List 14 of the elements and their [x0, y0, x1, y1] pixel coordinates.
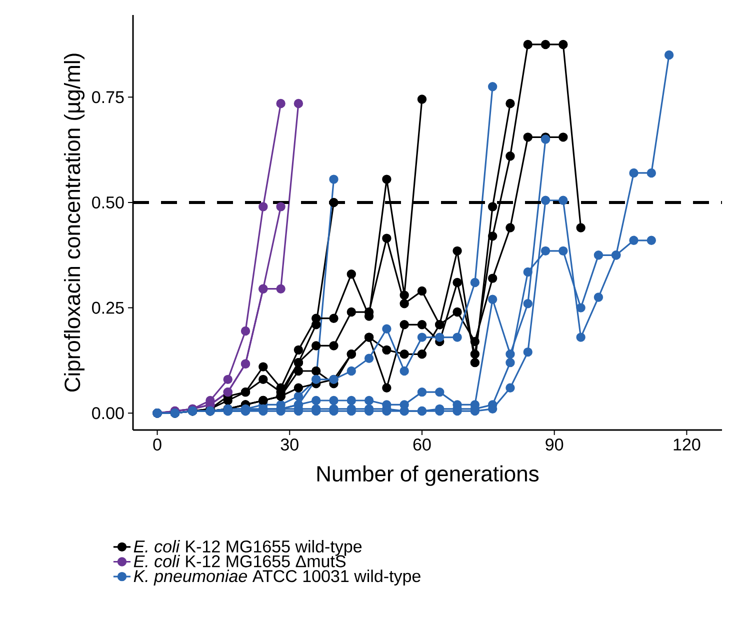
legend-label: E. coli K-12 MG1655 ΔmutS — [134, 554, 346, 568]
x-tick-label: 0 — [153, 438, 162, 451]
x-axis-title: Number of generations — [317, 465, 539, 486]
y-tick-label: 0.25 — [92, 302, 124, 314]
x-tick-label: 60 — [413, 438, 431, 451]
y-tick-label: 0.50 — [92, 196, 124, 208]
x-tick-label: 120 — [674, 438, 700, 451]
y-tick-label: 0.00 — [92, 407, 124, 420]
legend-label: K. pneumoniae ATCC 10031 wild-type — [134, 570, 420, 586]
legend-label: E. coli K-12 MG1655 wild-type — [134, 540, 362, 556]
x-tick-label: 30 — [280, 438, 298, 451]
x-tick-label: 90 — [546, 438, 564, 451]
y-tick-label: 0.75 — [92, 91, 124, 104]
y-axis-title: Ciprofloxacin concentration (µg/ml) — [64, 54, 85, 392]
